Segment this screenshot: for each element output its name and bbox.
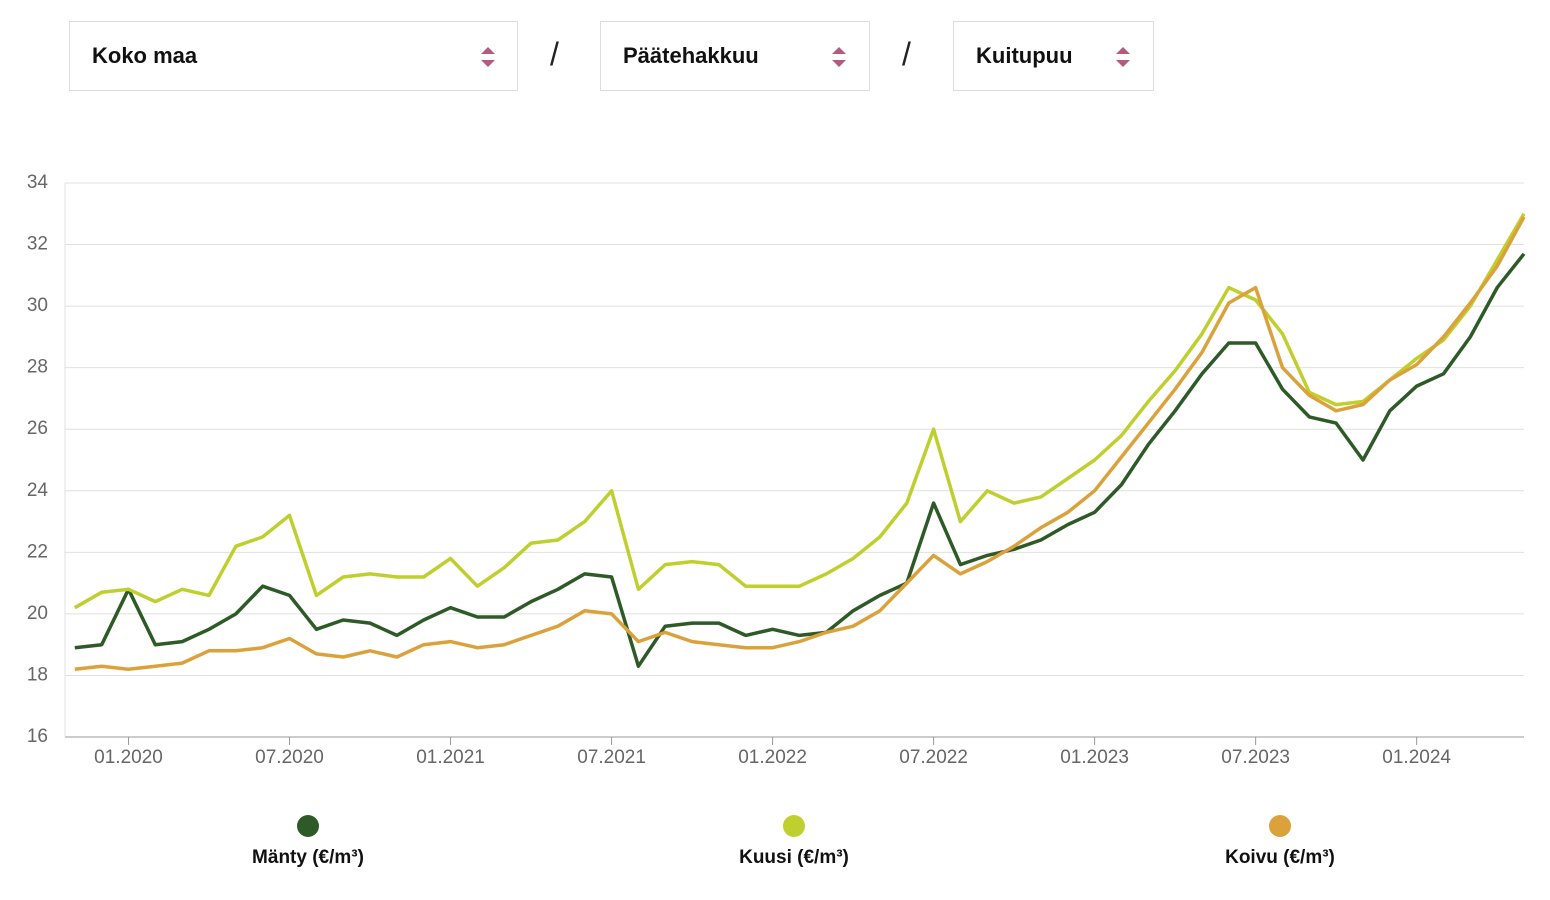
select-arrows	[481, 47, 495, 67]
select-label: Koko maa	[92, 43, 198, 68]
y-tick-label: 34	[27, 172, 49, 193]
select-arrows	[1116, 47, 1130, 67]
y-tick-label: 30	[27, 295, 48, 316]
x-tick-label: 01.2023	[1060, 747, 1129, 768]
x-tick-label: 01.2020	[94, 747, 163, 768]
cut-select[interactable]: Päätehakkuu	[600, 21, 870, 91]
series-line	[74, 216, 1526, 672]
y-tick-label: 26	[27, 418, 48, 439]
x-tick-label: 01.2022	[738, 747, 807, 768]
legend-label: Mänty (€/m³)	[252, 847, 364, 868]
legend-label: Koivu (€/m³)	[1225, 847, 1335, 868]
y-tick-label: 18	[27, 664, 48, 685]
x-tick-label: 07.2021	[577, 747, 646, 768]
separator: /	[902, 36, 911, 72]
legend-marker	[783, 815, 805, 837]
y-tick-label: 28	[27, 357, 48, 378]
series-line	[74, 252, 1526, 668]
select-label: Kuitupuu	[976, 43, 1073, 68]
y-tick-label: 20	[27, 603, 48, 624]
region-select[interactable]: Koko maa	[69, 21, 518, 91]
series-line	[73, 212, 1526, 610]
select-label: Päätehakkuu	[623, 43, 759, 68]
legend-marker	[297, 815, 319, 837]
separator: /	[550, 36, 559, 72]
legend-marker	[1269, 815, 1291, 837]
x-tick-label: 01.2024	[1382, 747, 1451, 768]
x-tick-label: 01.2021	[416, 747, 485, 768]
y-tick-label: 22	[27, 541, 48, 562]
x-tick-label: 07.2020	[255, 747, 324, 768]
y-tick-label: 16	[27, 726, 48, 747]
legend-label: Kuusi (€/m³)	[739, 847, 849, 868]
x-tick-label: 07.2023	[1221, 747, 1290, 768]
y-tick-label: 32	[27, 234, 48, 255]
y-tick-label: 24	[27, 480, 49, 501]
wood-select[interactable]: Kuitupuu	[953, 21, 1154, 91]
x-tick-label: 07.2022	[899, 747, 968, 768]
select-arrows	[832, 47, 846, 67]
